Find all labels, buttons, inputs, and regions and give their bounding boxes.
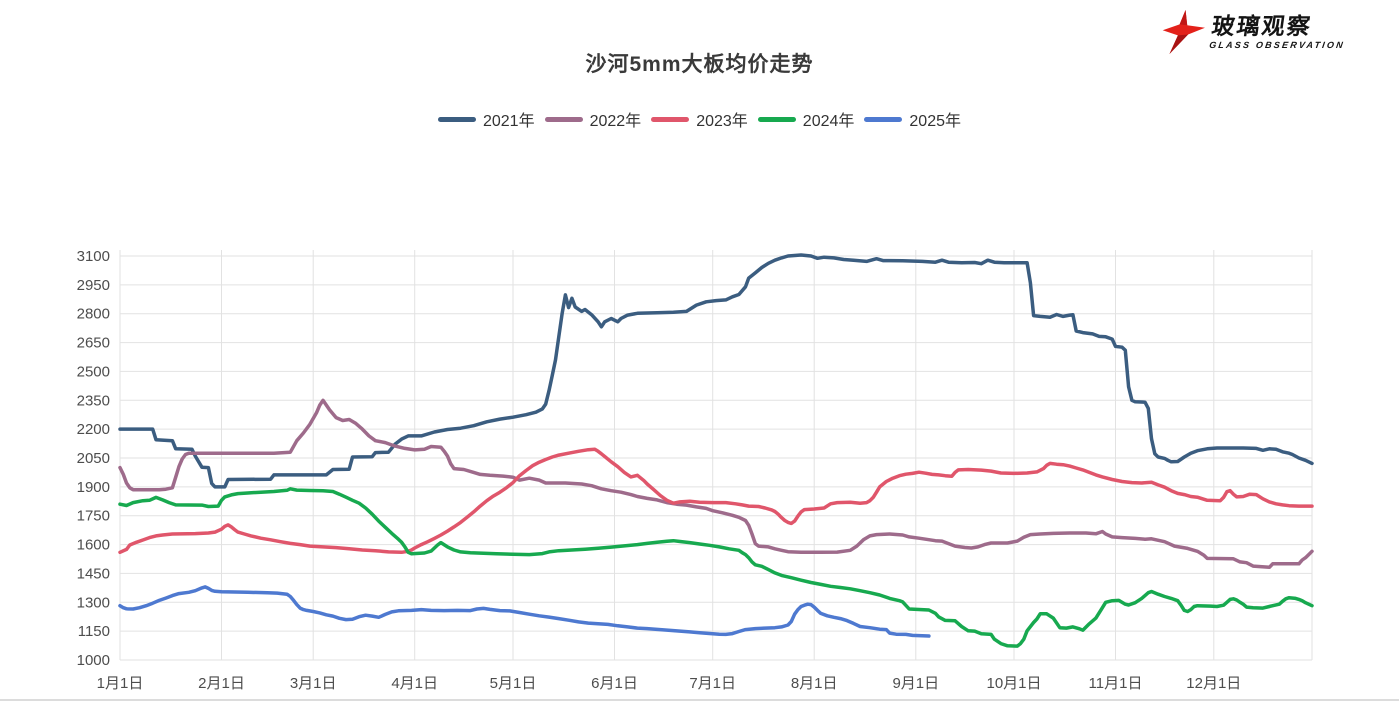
y-axis-tick-label-1600: 1600 xyxy=(77,537,110,554)
series-line-2021年 xyxy=(118,253,1314,489)
y-axis-tick-label-1750: 1750 xyxy=(77,508,110,525)
y-axis-tick-label-2650: 2650 xyxy=(77,335,110,352)
legend-swatch-2023年 xyxy=(651,116,690,122)
brand-logo: 玻璃观察 GLASS OBSERVATION xyxy=(1161,8,1347,56)
y-axis-tick-label-1300: 1300 xyxy=(77,594,110,611)
legend-swatch-2021年 xyxy=(437,116,476,122)
y-axis-tick-label-2200: 2200 xyxy=(77,421,110,438)
legend-swatch-2022年 xyxy=(544,116,583,122)
legend-swatch-2025年 xyxy=(864,116,903,122)
y-axis-tick-label-1150: 1150 xyxy=(78,623,110,640)
x-axis-tick-label-1月1日: 1月1日 xyxy=(97,675,144,692)
y-axis-tick-label-2950: 2950 xyxy=(77,277,110,294)
legend-item-2021年[interactable]: 2021年 xyxy=(437,107,535,131)
series-line-2025年 xyxy=(118,585,931,638)
x-axis-tick-label-12月1日: 12月1日 xyxy=(1186,675,1241,692)
legend-label-2025年: 2025年 xyxy=(909,113,962,130)
x-axis-tick-label-4月1日: 4月1日 xyxy=(391,675,438,692)
legend-item-2023年[interactable]: 2023年 xyxy=(651,107,748,131)
legend-item-2025年[interactable]: 2025年 xyxy=(864,107,961,131)
x-axis-tick-label-8月1日: 8月1日 xyxy=(791,675,838,692)
x-axis-tick-label-9月1日: 9月1日 xyxy=(892,675,939,692)
y-axis-tick-label-1000: 1000 xyxy=(77,652,110,669)
x-axis-tick-label-3月1日: 3月1日 xyxy=(290,675,337,692)
y-axis-tick-label-2500: 2500 xyxy=(77,363,110,380)
y-axis-tick-label-3100: 3100 xyxy=(77,248,110,265)
series-line-2022年 xyxy=(118,398,1314,570)
bottom-divider xyxy=(0,699,1399,701)
x-axis-tick-label-10月1日: 10月1日 xyxy=(986,675,1041,692)
legend-label-2024年: 2024年 xyxy=(802,113,855,130)
legend-swatch-2024年 xyxy=(757,116,796,122)
chart-title: 沙河5mm大板均价走势 xyxy=(585,53,814,76)
chart-legend: 2021年 2022年 2023年 2024年 2025年 xyxy=(0,107,1399,131)
y-axis-tick-label-1450: 1450 xyxy=(77,565,110,582)
legend-label-2021年: 2021年 xyxy=(482,113,535,130)
legend-label-2022年: 2022年 xyxy=(589,113,642,130)
y-axis-tick-label-1900: 1900 xyxy=(77,479,110,496)
legend-label-2023年: 2023年 xyxy=(696,113,748,130)
x-axis-tick-label-11月1日: 11月1日 xyxy=(1089,675,1143,692)
y-axis-tick-label-2350: 2350 xyxy=(77,392,110,409)
series-line-2023年 xyxy=(118,447,1314,555)
glass-observation-star-icon xyxy=(1163,10,1206,54)
x-axis-tick-label-7月1日: 7月1日 xyxy=(689,675,736,692)
legend-item-2024年[interactable]: 2024年 xyxy=(757,107,855,131)
y-axis-tick-label-2050: 2050 xyxy=(77,450,110,467)
y-axis-tick-label-2800: 2800 xyxy=(77,306,110,323)
x-axis-tick-label-5月1日: 5月1日 xyxy=(490,675,537,692)
series-line-2024年 xyxy=(118,487,1314,648)
x-axis-tick-label-2月1日: 2月1日 xyxy=(198,675,245,692)
legend-item-2022年[interactable]: 2022年 xyxy=(544,107,642,131)
x-axis-tick-label-6月1日: 6月1日 xyxy=(591,675,638,692)
